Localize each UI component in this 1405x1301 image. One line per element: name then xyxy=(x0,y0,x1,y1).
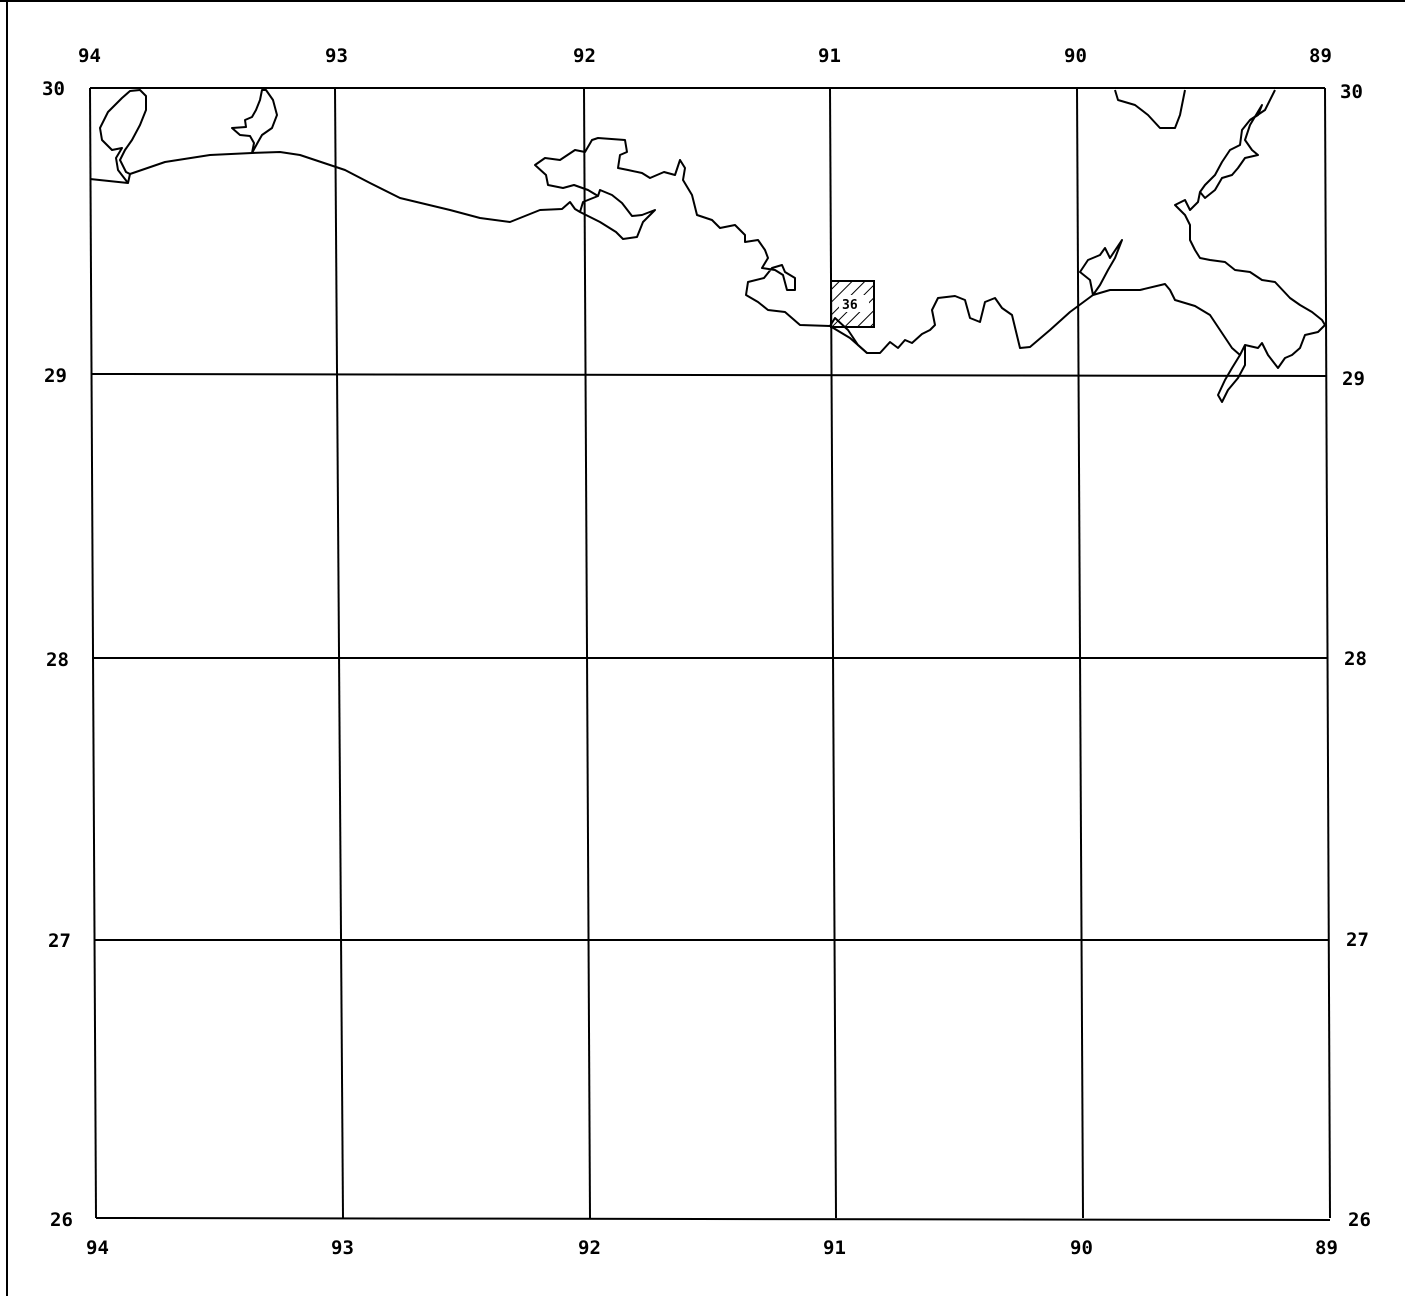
coastline-sabine xyxy=(231,89,278,154)
parallel-26 xyxy=(95,1217,1331,1221)
parallel-29 xyxy=(90,373,1327,377)
area-marker[interactable]: 36 xyxy=(830,280,875,328)
lon-label-top-90: 90 xyxy=(1064,45,1087,67)
lat-label-right-27: 27 xyxy=(1346,929,1369,951)
latitude-labels-right: 30 29 28 27 26 xyxy=(1340,81,1371,1231)
lat-label-left-27: 27 xyxy=(48,930,71,952)
lon-label-top-93: 93 xyxy=(325,45,348,67)
longitude-labels-top: 94 93 92 91 90 89 xyxy=(78,45,1332,67)
coastline-delta-east xyxy=(1174,89,1326,326)
lon-label-bottom-94: 94 xyxy=(86,1237,109,1259)
coastline-vermilion-delta xyxy=(534,137,1326,369)
coastline-delta-inner xyxy=(1199,104,1263,199)
coastline-barataria xyxy=(1079,239,1123,296)
meridian-89 xyxy=(1324,87,1331,1219)
lon-label-bottom-93: 93 xyxy=(331,1237,354,1259)
coastline-main xyxy=(89,151,656,240)
longitude-labels-bottom: 94 93 92 91 90 89 xyxy=(86,1237,1338,1259)
lon-label-top-92: 92 xyxy=(573,45,596,67)
lat-label-left-30: 30 xyxy=(42,78,65,100)
lon-label-bottom-91: 91 xyxy=(823,1237,846,1259)
coastline-lake-calcasieu xyxy=(99,89,147,184)
lat-label-right-28: 28 xyxy=(1344,648,1367,670)
meridian-93 xyxy=(334,87,344,1219)
lat-label-right-29: 29 xyxy=(1342,368,1365,390)
lon-label-bottom-89: 89 xyxy=(1315,1237,1338,1259)
lat-label-left-26: 26 xyxy=(50,1209,73,1231)
lat-label-left-28: 28 xyxy=(46,649,69,671)
meridian-90 xyxy=(1076,87,1084,1219)
coastline-lake-borgne xyxy=(1114,89,1186,129)
meridian-94 xyxy=(89,87,97,1219)
coastline xyxy=(89,89,1326,403)
latitude-labels-left: 30 29 28 27 26 xyxy=(42,78,73,1231)
area-marker-label: 36 xyxy=(842,298,858,313)
lon-label-top-94: 94 xyxy=(78,45,101,67)
lon-label-bottom-92: 92 xyxy=(578,1237,601,1259)
coastline-chandeleur xyxy=(1217,345,1246,403)
meridian-91 xyxy=(829,87,837,1219)
graticule xyxy=(89,87,1331,1221)
lon-label-top-91: 91 xyxy=(818,45,841,67)
area-marker-label-bg xyxy=(839,295,869,312)
lon-label-top-89: 89 xyxy=(1309,45,1332,67)
lon-label-bottom-90: 90 xyxy=(1070,1237,1093,1259)
lat-label-right-30: 30 xyxy=(1340,81,1363,103)
lat-label-left-29: 29 xyxy=(44,365,67,387)
lat-label-right-26: 26 xyxy=(1348,1209,1371,1231)
meridian-92 xyxy=(583,87,591,1219)
